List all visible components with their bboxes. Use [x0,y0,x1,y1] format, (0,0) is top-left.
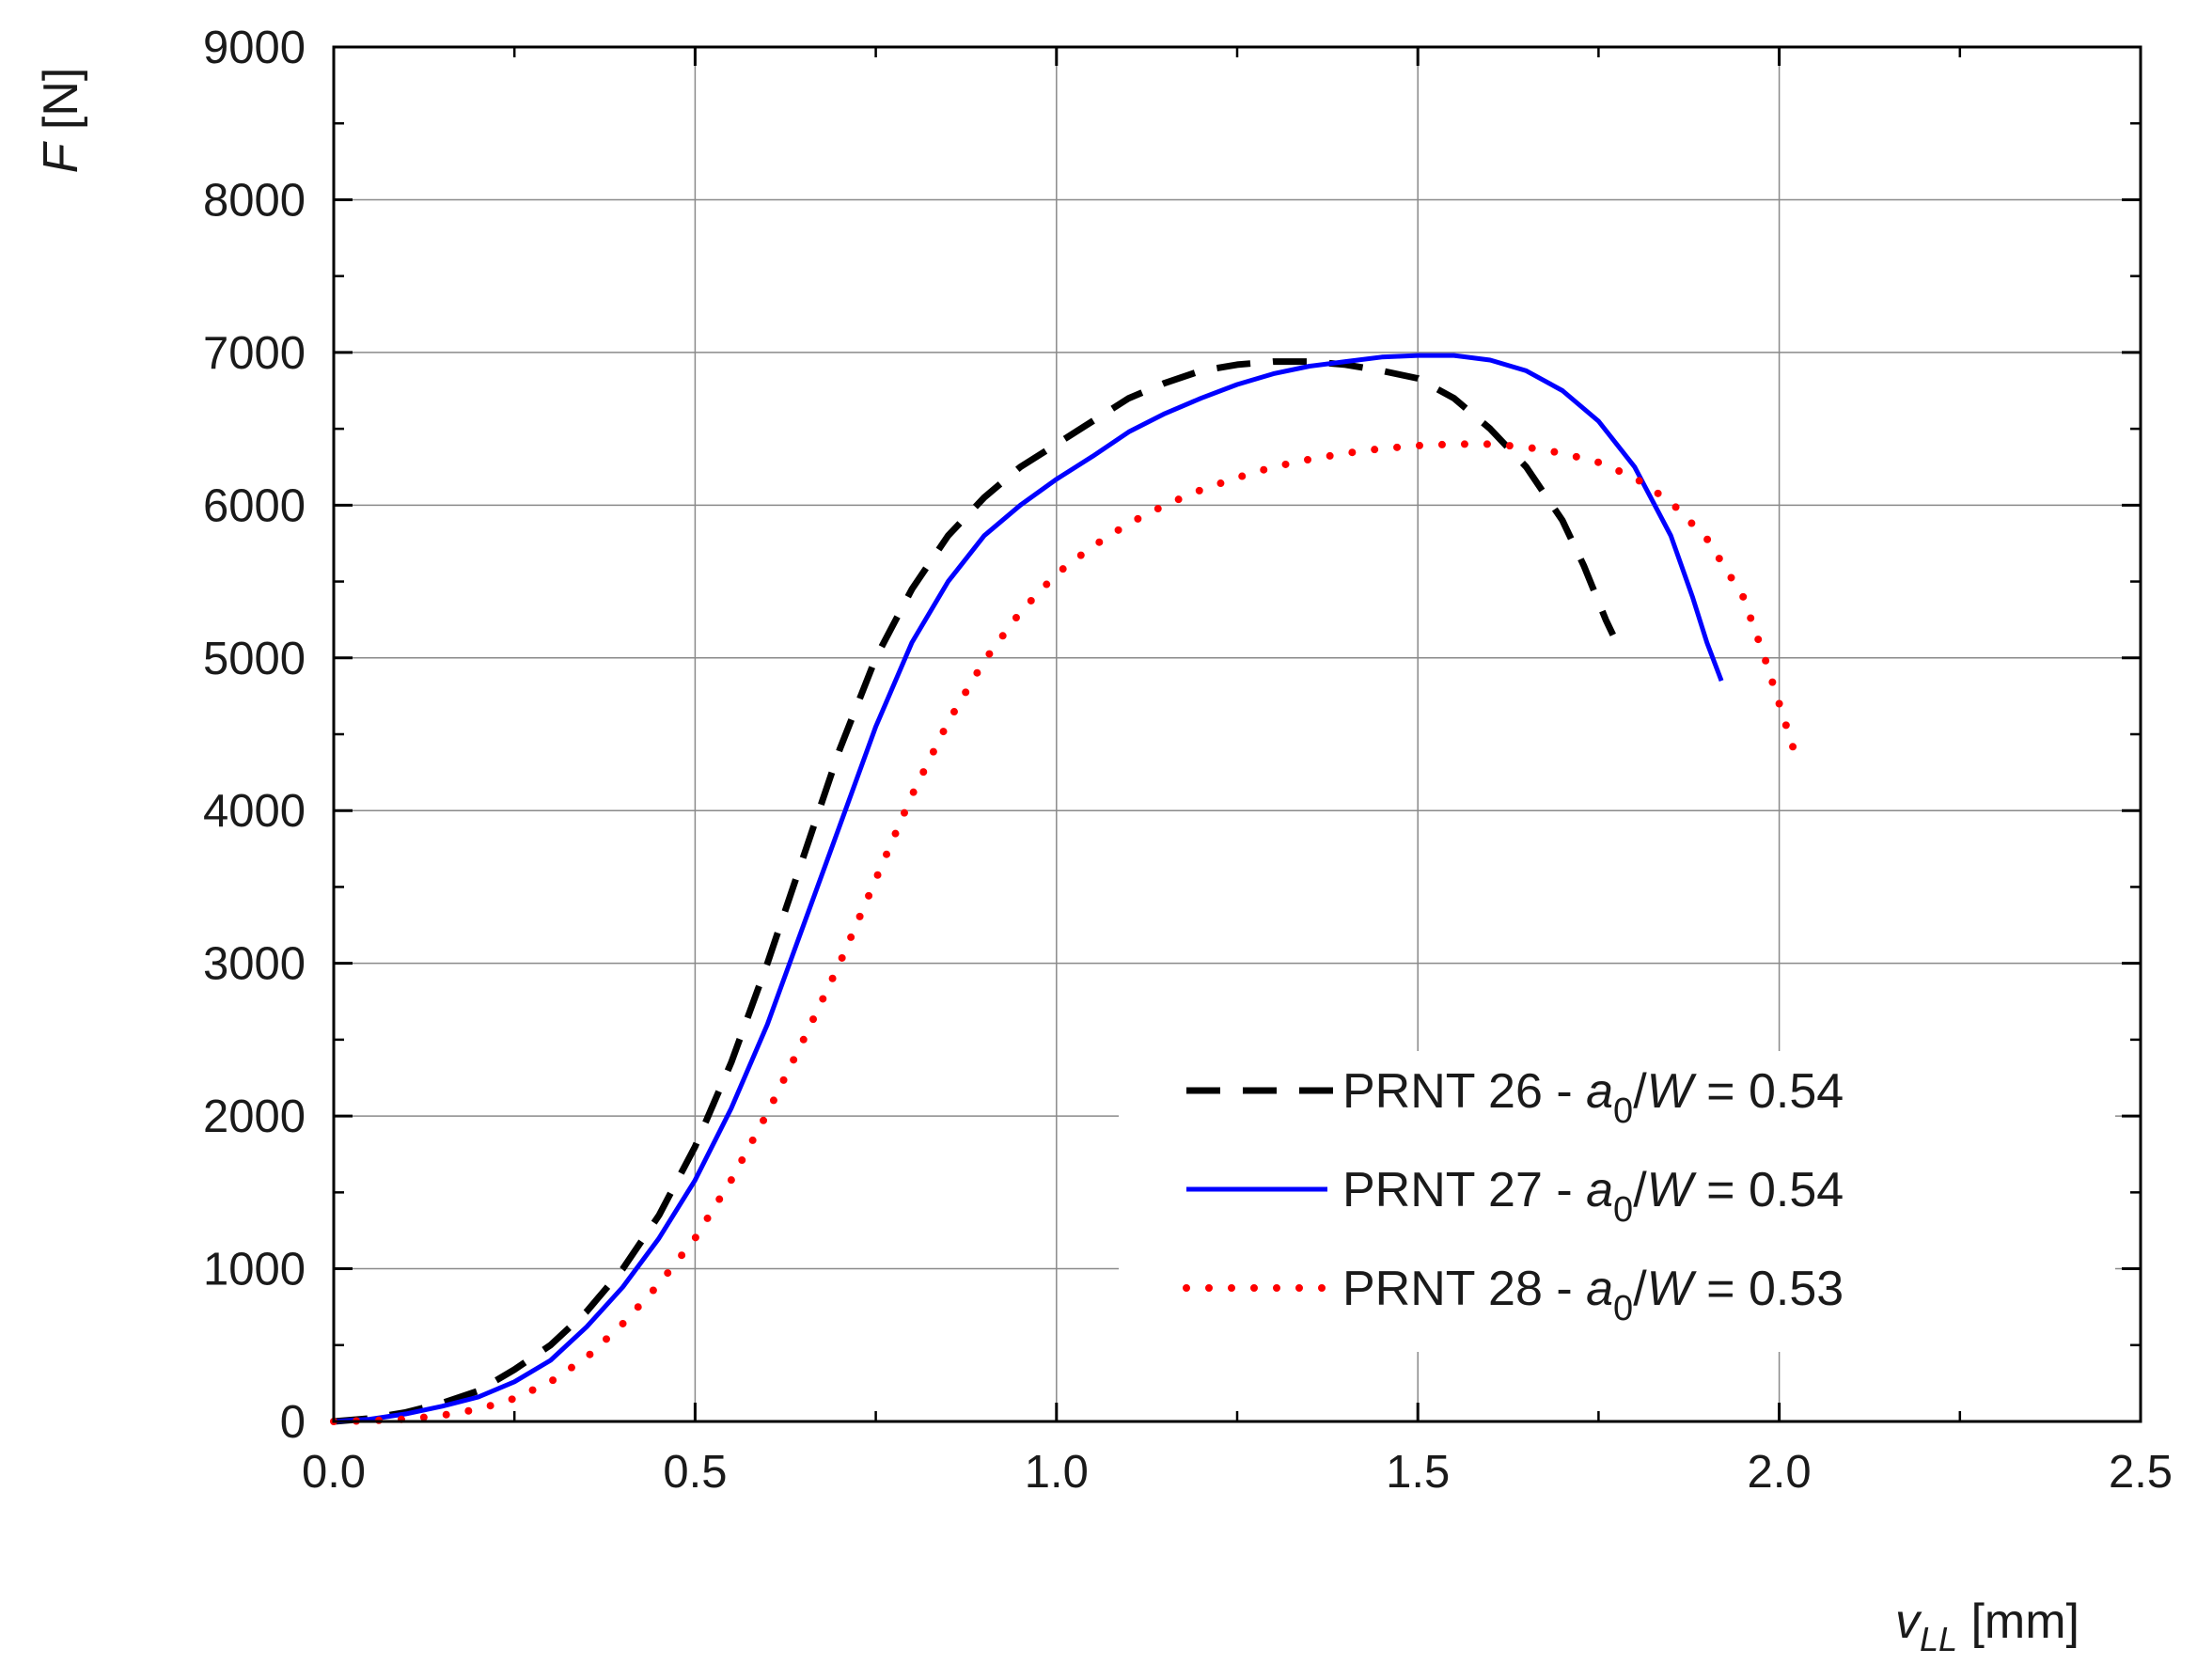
y-axis-var: F [34,140,88,173]
legend-suffix: /W = 0.54 [1633,1163,1844,1217]
x-tick-label: 2.0 [1748,1447,1812,1498]
y-axis-title: F [N] [34,68,88,174]
legend-label-3: PRNT 28 - a0/W = 0.53 [1342,1262,1844,1328]
y-tick-label: 7000 [203,328,306,379]
x-axis-var: v [1895,1594,1922,1649]
legend-var: a [1586,1064,1613,1119]
x-axis-unit: [mm] [1957,1594,2079,1649]
legend-value: = 0.53 [1693,1262,1844,1316]
legend-var: a [1586,1262,1613,1316]
x-tick-label: 1.0 [1025,1447,1089,1498]
legend-slash: / [1633,1064,1647,1119]
x-tick-label: 0.0 [302,1447,366,1498]
y-tick-label: 0 [280,1397,306,1448]
x-tick-label: 1.5 [1386,1447,1450,1498]
legend-value: = 0.54 [1693,1163,1844,1217]
legend-label-2: PRNT 27 - a0/W = 0.54 [1342,1163,1844,1230]
y-tick-label: 5000 [203,634,306,684]
x-axis-title: vLL [mm] [1895,1594,2079,1658]
y-tick-label: 2000 [203,1091,306,1142]
tick-labels: 0.0 0.5 1.0 1.5 2.0 2.5 0 1000 2000 3000 4000 5000 6… [203,23,2173,1498]
y-tick-label: 9000 [203,23,306,73]
y-tick-label: 8000 [203,175,306,226]
legend-subscript: 0 [1613,1091,1633,1131]
y-axis-unit: [N] [34,68,88,144]
y-tick-label: 1000 [203,1245,306,1295]
legend-prefix: PRNT 28 - [1342,1262,1586,1316]
legend-value: = 0.54 [1693,1064,1844,1119]
y-tick-label: 6000 [203,480,306,531]
legend-var-w: W [1647,1163,1698,1217]
series-line-1 [333,358,1616,1425]
legend-subscript: 0 [1613,1190,1633,1230]
legend-slash: / [1633,1262,1647,1316]
legend-label-1: PRNT 26 - a0/W = 0.54 [1342,1064,1844,1131]
series-line-3 [330,440,1797,1425]
legend-suffix: /W = 0.54 [1633,1064,1844,1119]
legend-var-w: W [1647,1064,1698,1119]
x-tick-label: 0.5 [663,1447,727,1498]
series-lines [330,353,1797,1425]
legend-prefix: PRNT 27 - [1342,1163,1586,1217]
legend-suffix: /W = 0.53 [1633,1262,1844,1316]
legend-slash: / [1633,1163,1647,1217]
x-tick-label: 2.5 [2109,1447,2173,1498]
series-line-2 [333,353,1724,1424]
legend-var: a [1586,1163,1613,1217]
legend-prefix: PRNT 26 - [1342,1064,1586,1119]
y-tick-label: 4000 [203,786,306,837]
y-tick-label: 3000 [203,939,306,990]
axis-ticks [332,45,2142,1423]
legend-background [1119,1051,2115,1352]
legend-subscript: 0 [1613,1289,1633,1328]
legend-var-w: W [1647,1262,1698,1316]
x-axis-sub: LL [1920,1620,1957,1658]
